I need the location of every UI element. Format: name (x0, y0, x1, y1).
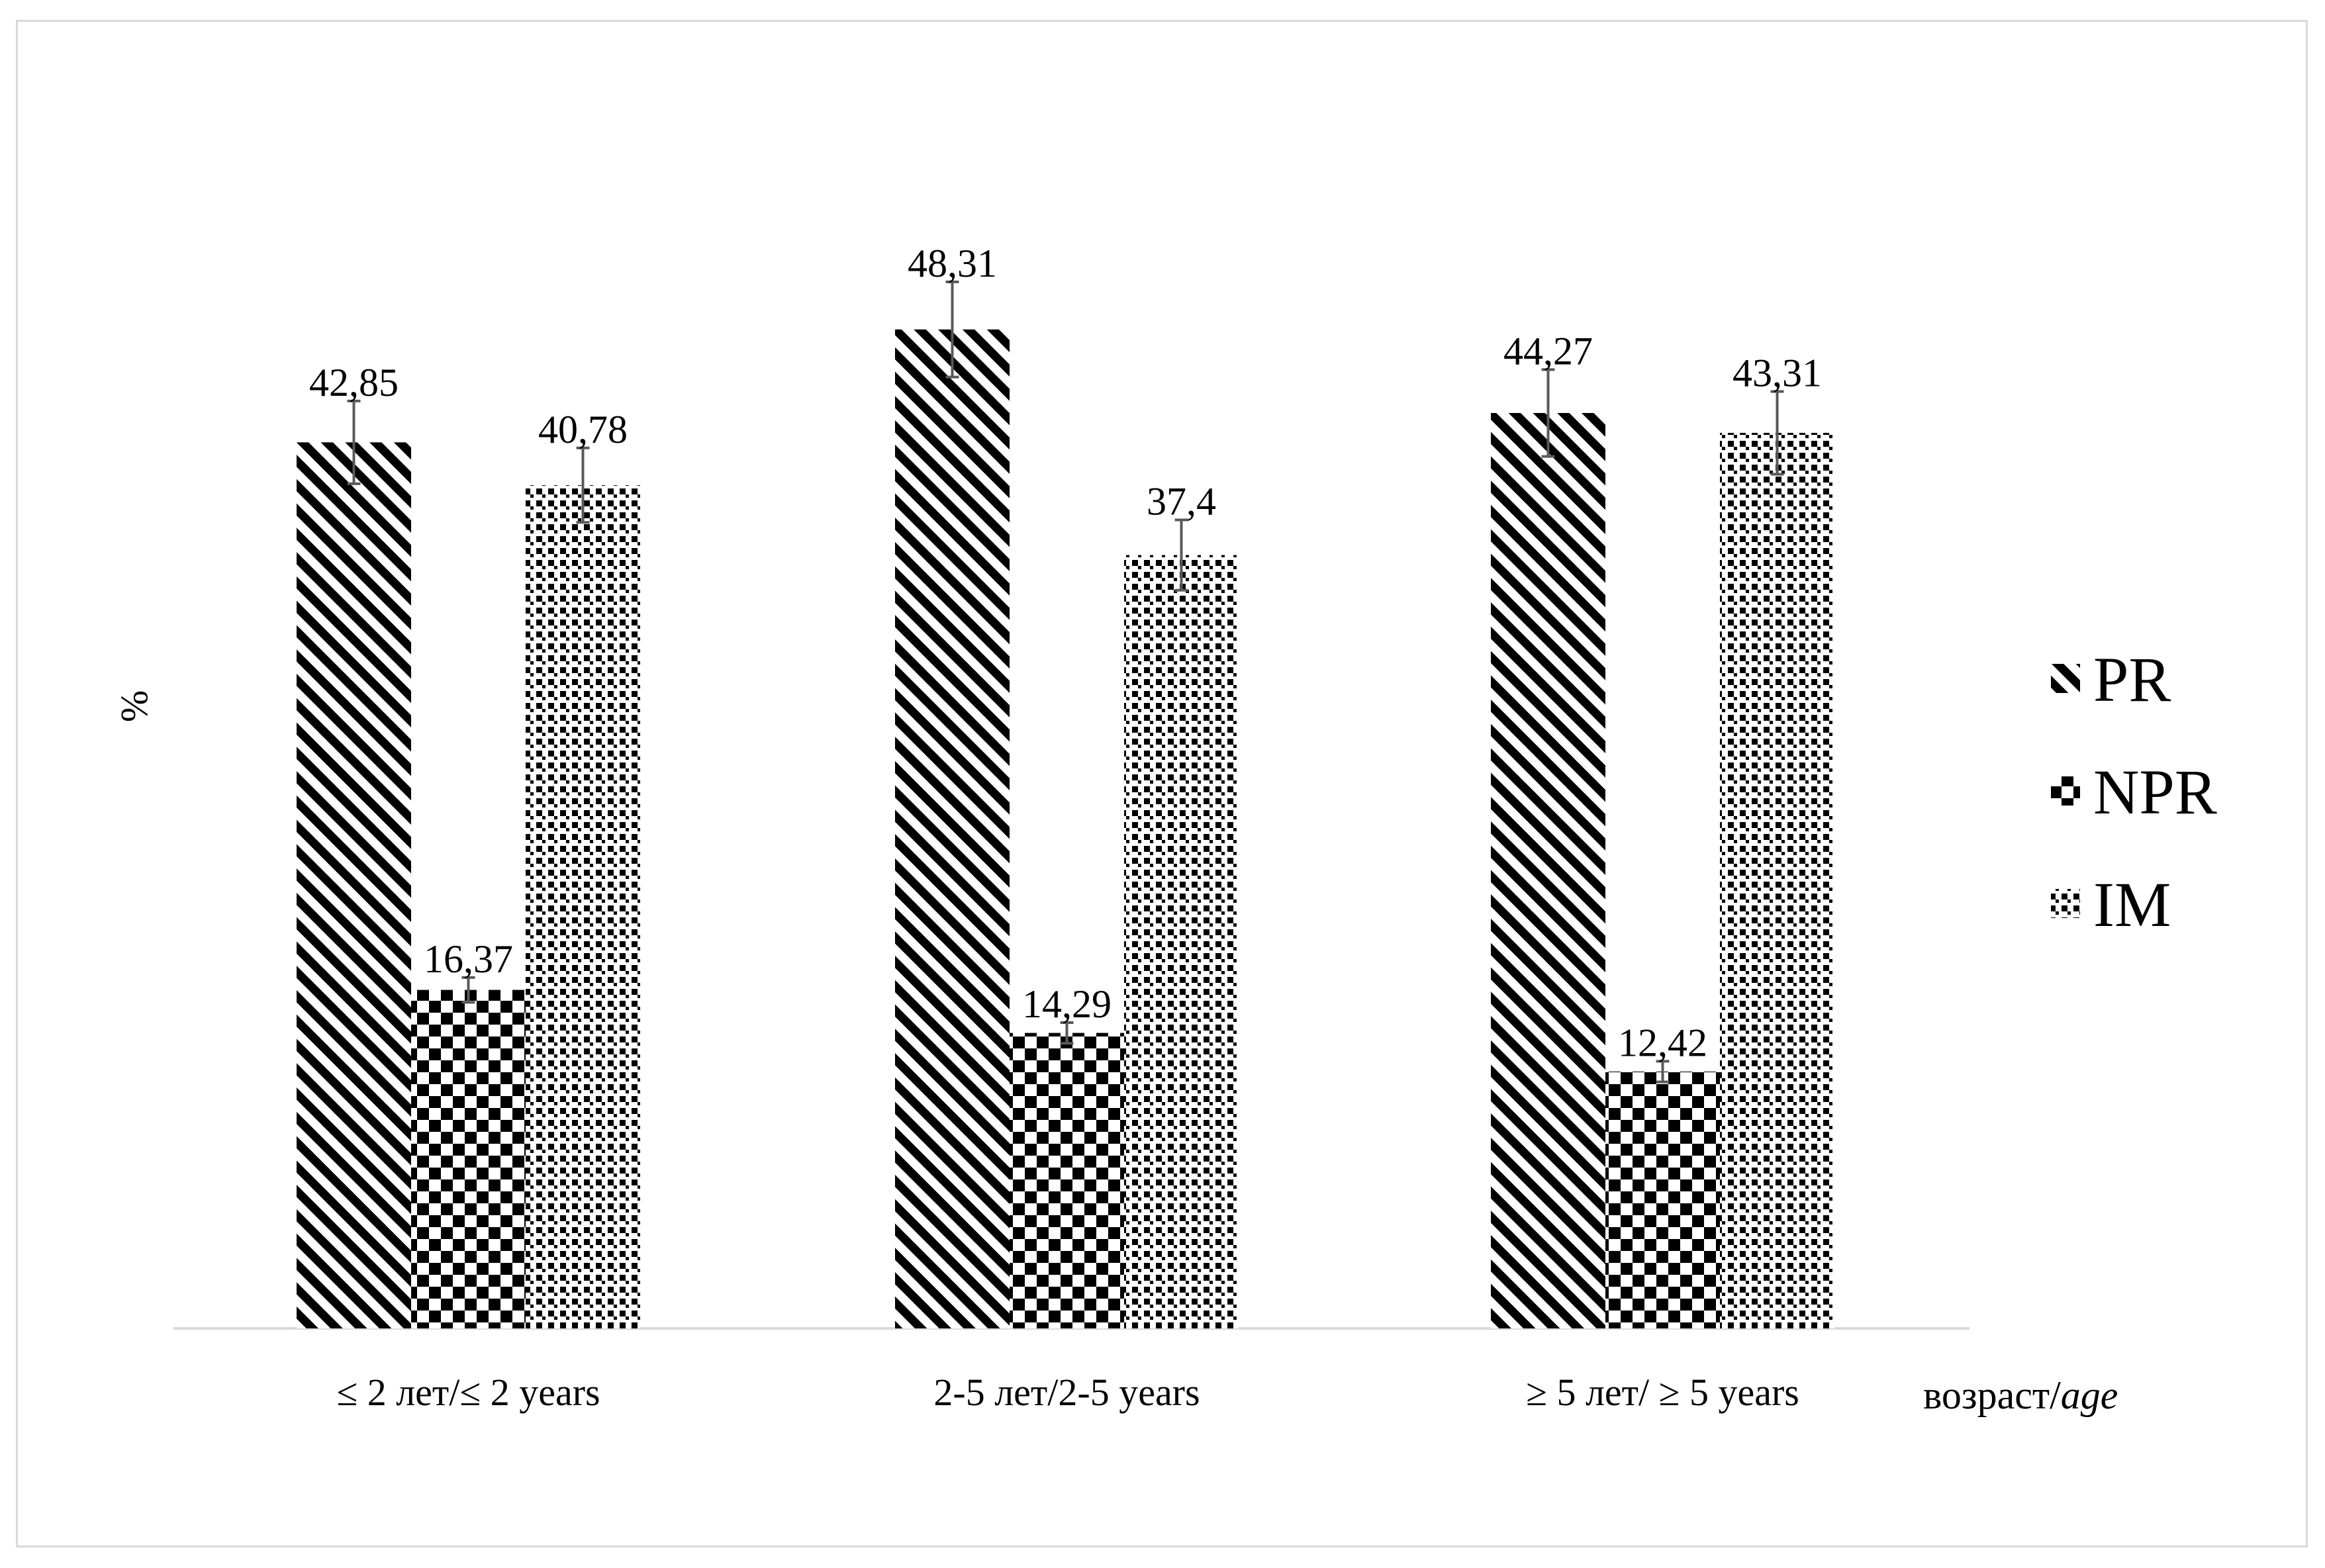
legend-item-pr: PR (2051, 644, 2171, 715)
x-tick-label-1: 2-5 лет/2-5 years (933, 1371, 1200, 1414)
value-labels-layer: 42,85 16,37 40,78 48,31 14,29 37,4 44,27 12,42 4… (309, 242, 1822, 1064)
value-label-im-0: 40,78 (538, 408, 628, 451)
error-bars-layer (347, 280, 1784, 1084)
bar-npr-2 (1605, 1071, 1720, 1328)
legend-label-npr: NPR (2093, 757, 2217, 827)
legend-swatch-im (2051, 889, 2080, 918)
x-axis-label: возраст/age (1923, 1373, 2118, 1417)
value-label-npr-1: 14,29 (1022, 982, 1112, 1026)
value-label-pr-0: 42,85 (309, 361, 399, 404)
value-label-pr-1: 48,31 (908, 242, 997, 285)
legend: PR NPR IM (2051, 644, 2217, 940)
error-bar-npr-2 (1656, 1060, 1670, 1084)
legend-swatch-pr (2051, 664, 2080, 693)
error-bar-npr-1 (1060, 1021, 1074, 1045)
bar-pr-1 (895, 329, 1010, 1329)
error-bar-im-2 (1770, 390, 1784, 476)
value-label-npr-2: 12,42 (1618, 1021, 1707, 1064)
error-bar-pr-2 (1541, 368, 1555, 458)
bar-im-2 (1720, 432, 1834, 1328)
y-axis-label: % (113, 690, 156, 722)
value-label-im-1: 37,4 (1147, 479, 1216, 523)
x-tick-labels-layer: ≤ 2 лет/≤ 2 years 2-5 лет/2-5 years ≥ 5 ле… (336, 1371, 1799, 1414)
bar-im-1 (1124, 555, 1239, 1328)
error-bar-im-1 (1174, 518, 1188, 592)
value-label-npr-0: 16,37 (424, 937, 513, 981)
value-label-im-2: 43,31 (1732, 351, 1822, 394)
legend-label-im: IM (2093, 869, 2171, 940)
error-bar-pr-1 (945, 280, 959, 379)
x-tick-label-0: ≤ 2 лет/≤ 2 years (336, 1371, 600, 1414)
bars-layer (297, 329, 1834, 1329)
bar-npr-0 (411, 990, 526, 1328)
bar-npr-1 (1010, 1033, 1124, 1328)
x-axis-label-main: возраст/ (1923, 1373, 2061, 1417)
bar-pr-2 (1491, 412, 1605, 1328)
error-bar-pr-0 (347, 399, 361, 485)
x-axis-label-italic: age (2061, 1373, 2118, 1417)
bar-pr-0 (297, 442, 411, 1329)
x-tick-label-2: ≥ 5 лет/ ≥ 5 years (1526, 1371, 1799, 1414)
error-bar-npr-0 (461, 976, 475, 1004)
legend-label-pr: PR (2093, 644, 2171, 715)
value-label-pr-2: 44,27 (1503, 329, 1593, 373)
bar-im-0 (526, 485, 640, 1328)
legend-swatch-npr (2051, 776, 2080, 806)
legend-item-npr: NPR (2051, 757, 2217, 827)
error-bar-im-0 (576, 446, 590, 524)
legend-item-im: IM (2051, 869, 2171, 940)
